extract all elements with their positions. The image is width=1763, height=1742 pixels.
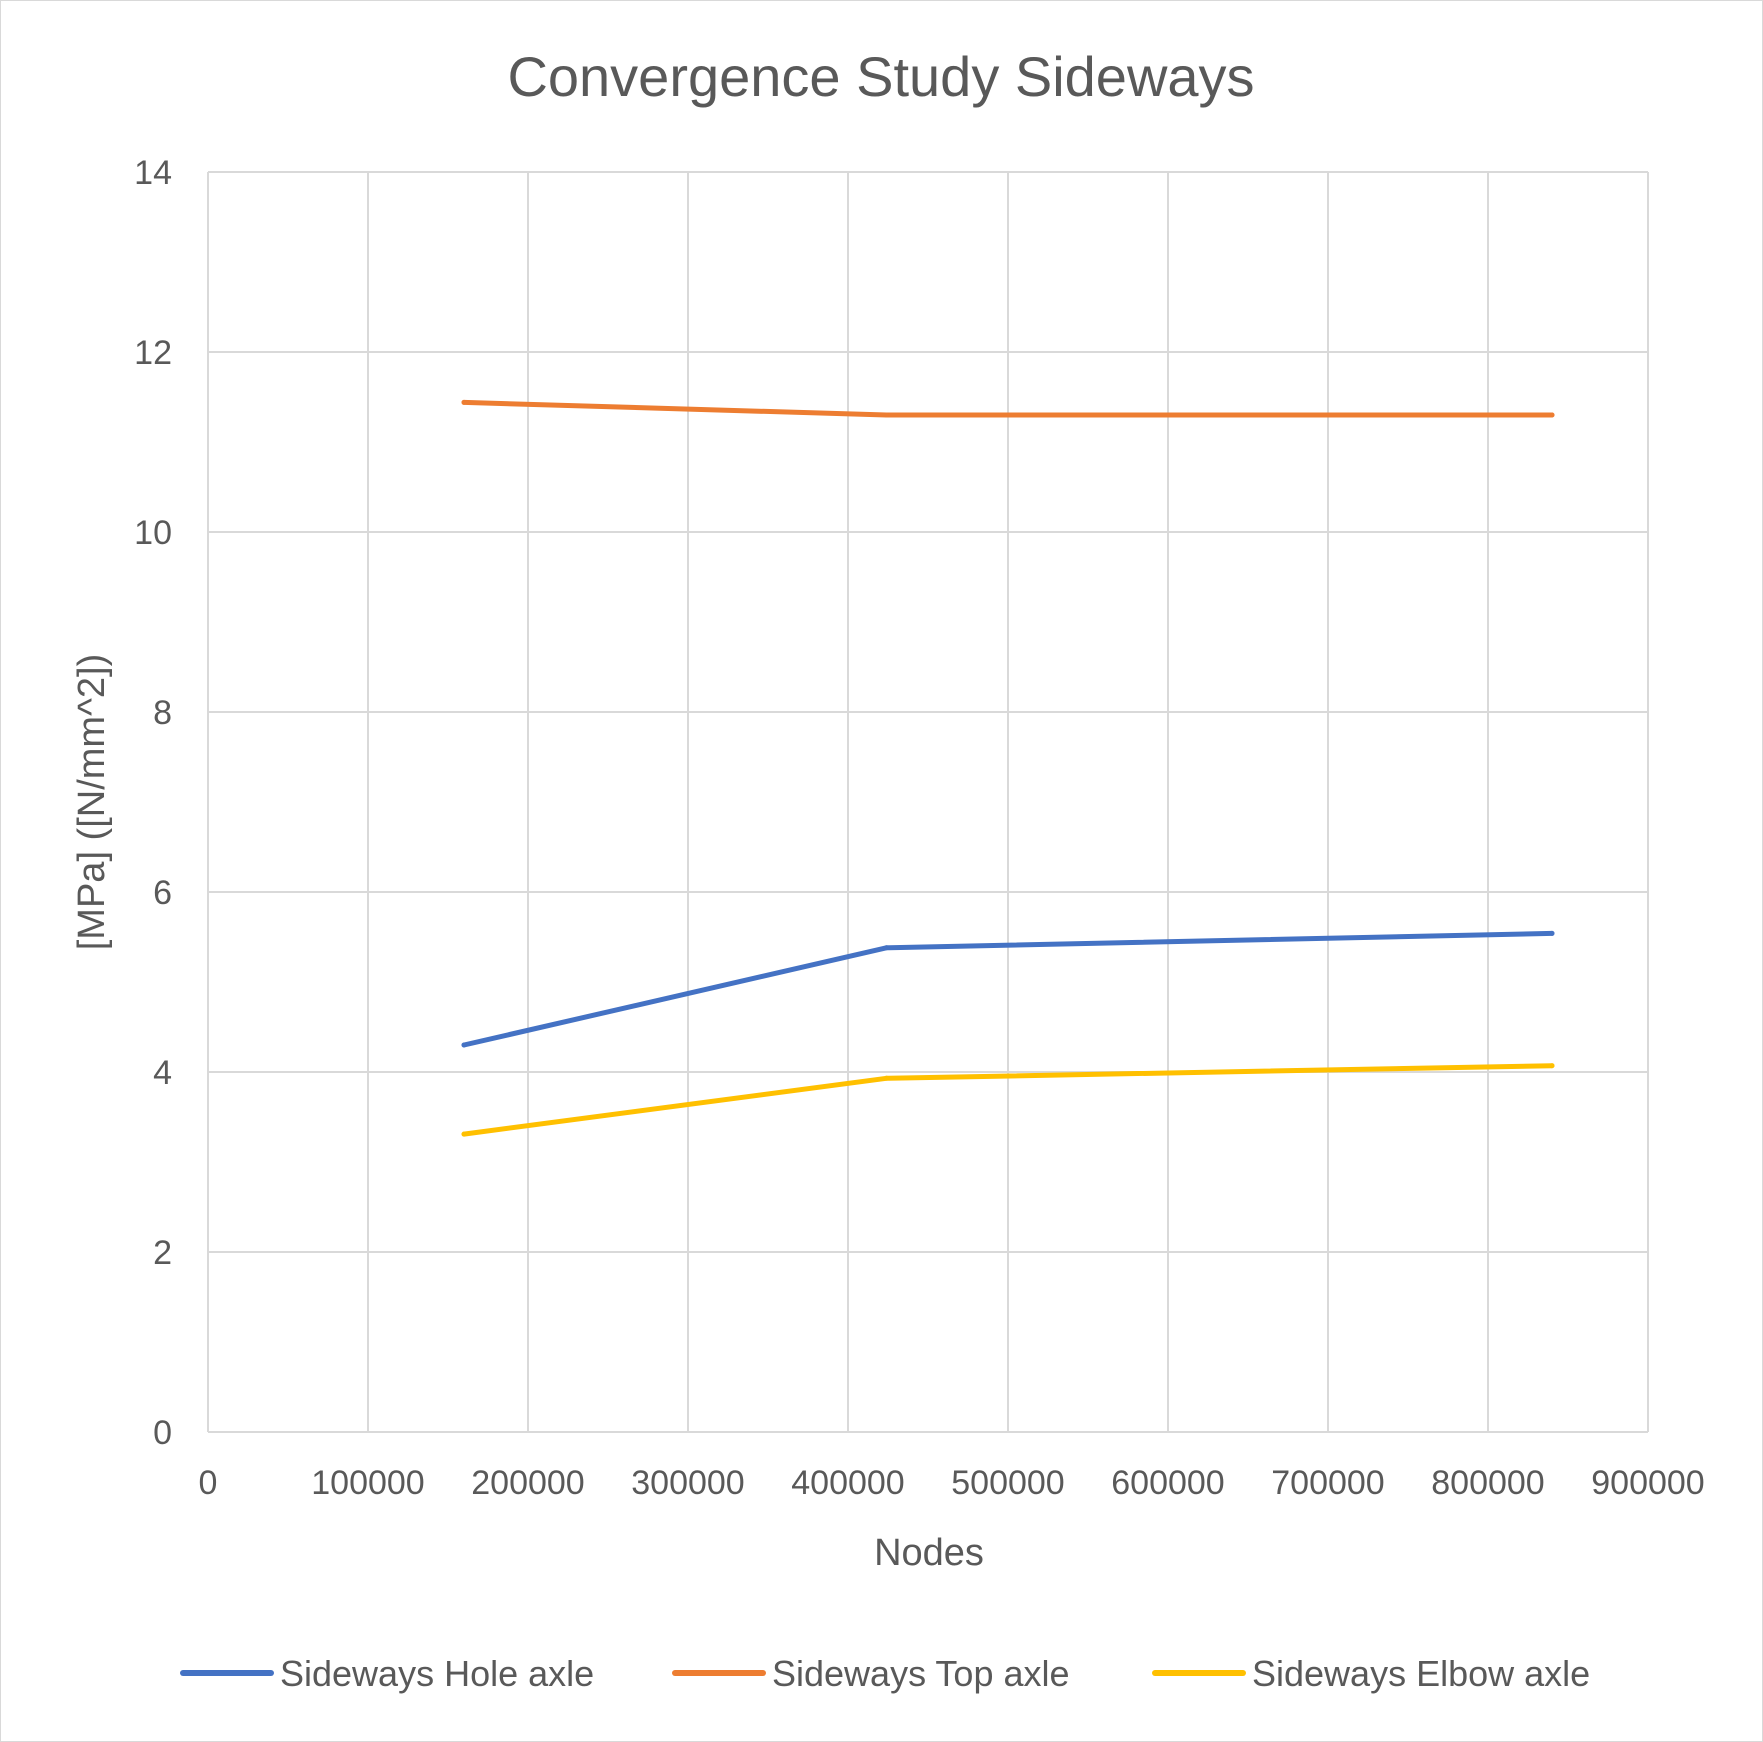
x-tick-label: 700000	[1271, 1464, 1384, 1502]
x-tick-label: 400000	[791, 1464, 904, 1502]
y-tick-label: 0	[153, 1414, 172, 1452]
legend: Sideways Hole axle Sideways Top axle Sidew…	[180, 1653, 1590, 1694]
data-point	[1549, 1063, 1555, 1069]
data-point	[883, 1075, 889, 1081]
legend-label: Sideways Top axle	[772, 1653, 1070, 1694]
x-tick-label: 600000	[1111, 1464, 1224, 1502]
y-tick-label: 10	[134, 514, 172, 552]
chart-title: Convergence Study Sideways	[507, 45, 1254, 108]
x-tick-label: 200000	[471, 1464, 584, 1502]
y-axis-title: [MPa] ([N/mm^2])	[71, 654, 113, 951]
x-tick-label: 300000	[631, 1464, 744, 1502]
x-axis-ticks: 0 100000 200000 300000 400000 500000 600000 700…	[199, 1464, 1705, 1502]
data-point	[1549, 930, 1555, 936]
y-tick-label: 14	[134, 154, 172, 192]
y-tick-label: 2	[153, 1234, 172, 1272]
legend-label: Sideways Elbow axle	[1252, 1653, 1590, 1694]
x-tick-label: 500000	[951, 1464, 1064, 1502]
plot-series	[461, 399, 1555, 1137]
data-point	[461, 1042, 467, 1048]
y-tick-label: 12	[134, 334, 172, 372]
grid	[207, 171, 1649, 1433]
y-tick-label: 4	[153, 1054, 172, 1092]
x-axis-title: Nodes	[874, 1532, 984, 1574]
x-tick-label: 900000	[1591, 1464, 1704, 1502]
legend-label: Sideways Hole axle	[280, 1653, 594, 1694]
x-tick-label: 100000	[311, 1464, 424, 1502]
y-axis-ticks: 0 2 4 6 8 10 12 14	[134, 154, 172, 1452]
x-tick-label: 0	[199, 1464, 218, 1502]
y-tick-label: 6	[153, 874, 172, 912]
data-point	[1549, 412, 1555, 418]
data-point	[883, 945, 889, 951]
y-tick-label: 8	[153, 694, 172, 732]
data-point	[461, 1131, 467, 1137]
data-point	[883, 412, 889, 418]
data-point	[461, 399, 467, 405]
x-tick-label: 800000	[1431, 1464, 1544, 1502]
